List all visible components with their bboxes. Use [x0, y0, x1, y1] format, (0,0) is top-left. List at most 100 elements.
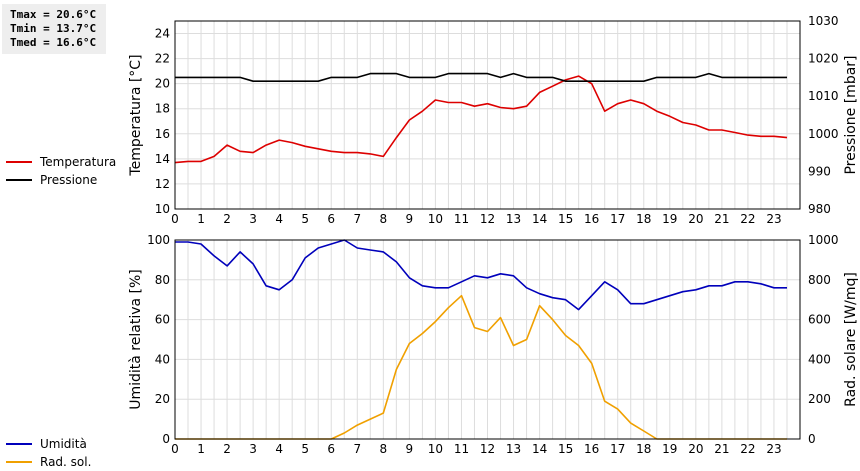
bottom-xtick-22: 22 [740, 442, 755, 456]
top-ytick-18: 18 [155, 102, 170, 116]
top-ytick-10: 10 [155, 202, 170, 216]
top-xtick-8: 8 [380, 212, 388, 226]
top-xtick-0: 0 [171, 212, 179, 226]
top-xtick-13: 13 [506, 212, 521, 226]
bottom-xtick-2: 2 [223, 442, 231, 456]
top-y2tick-1000: 1000 [808, 127, 839, 141]
top-xtick-6: 6 [327, 212, 335, 226]
top-ytick-16: 16 [155, 127, 170, 141]
bottom-xtick-3: 3 [249, 442, 257, 456]
bottom-xtick-16: 16 [584, 442, 599, 456]
bottom-y2tick-200: 200 [808, 392, 831, 406]
bottom-xtick-17: 17 [610, 442, 625, 456]
bottom-xtick-15: 15 [558, 442, 573, 456]
bottom-xtick-13: 13 [506, 442, 521, 456]
bottom-xtick-11: 11 [454, 442, 469, 456]
legend-label-humidity: Umidità [40, 437, 87, 451]
bottom-xtick-21: 21 [714, 442, 729, 456]
top-xtick-11: 11 [454, 212, 469, 226]
top-ytick-20: 20 [155, 77, 170, 91]
top-xtick-4: 4 [275, 212, 283, 226]
bottom-ytick-60: 60 [155, 313, 170, 327]
top-xtick-10: 10 [428, 212, 443, 226]
bottom-xtick-4: 4 [275, 442, 283, 456]
legend-item-temperature: Temperatura [6, 153, 116, 171]
bottom-y2tick-600: 600 [808, 313, 831, 327]
bottom-xtick-6: 6 [327, 442, 335, 456]
tmax-text: Tmax = 20.6°C [10, 8, 97, 21]
legend-swatch-pressure [6, 179, 32, 181]
bottom-y2tick-800: 800 [808, 273, 831, 287]
bottom-series-umidit [175, 239, 787, 311]
top-y2tick-990: 990 [808, 164, 831, 178]
bottom-xtick-5: 5 [301, 442, 309, 456]
bottom-plot-frame [174, 239, 801, 440]
bottom-y2tick-1000: 1000 [808, 233, 839, 247]
legend-swatch-humidity [6, 443, 32, 445]
bottom-ytick-0: 0 [162, 432, 170, 446]
top-xtick-3: 3 [249, 212, 257, 226]
top-xtick-15: 15 [558, 212, 573, 226]
top-xtick-23: 23 [766, 212, 781, 226]
bottom-xtick-8: 8 [380, 442, 388, 456]
top-xtick-18: 18 [636, 212, 651, 226]
legend-label-temperature: Temperatura [40, 155, 117, 169]
top-ytick-12: 12 [155, 177, 170, 191]
stats-box: Tmax = 20.6°C Tmin = 13.7°C Tmed = 16.6°… [2, 4, 106, 54]
top-ytick-22: 22 [155, 52, 170, 66]
bottom-xtick-1: 1 [197, 442, 205, 456]
top-xtick-12: 12 [480, 212, 495, 226]
top-xtick-17: 17 [610, 212, 625, 226]
bottom-xtick-23: 23 [766, 442, 781, 456]
top-y2tick-1020: 1020 [808, 52, 839, 66]
bottom-ylabel: Umidità relativa [%] [128, 269, 144, 410]
bottom-ytick-80: 80 [155, 273, 170, 287]
top-xtick-9: 9 [406, 212, 414, 226]
bottom-y2tick-400: 400 [808, 352, 831, 366]
bottom-xtick-7: 7 [353, 442, 361, 456]
top-series-pressione [175, 72, 787, 82]
legend-item-humidity: Umidità [6, 435, 91, 453]
legend-label-pressure: Pressione [40, 173, 98, 187]
top-xtick-16: 16 [584, 212, 599, 226]
bottom-y2label: Rad. solare [W/mq] [843, 272, 859, 407]
bottom-y2tick-0: 0 [808, 432, 816, 446]
top-ylabel: Temperatura [°C] [128, 54, 144, 176]
top-ytick-14: 14 [155, 152, 170, 166]
charts-svg: 0 1 2 3 4 5 6 7 8 9 10 11 12 13 14 15 16 17 18 19 20 21 22 2310… [128, 14, 859, 456]
legend-item-pressure: Pressione [6, 171, 116, 189]
bottom-xtick-9: 9 [406, 442, 414, 456]
top-xtick-22: 22 [740, 212, 755, 226]
top-ytick-24: 24 [155, 27, 170, 41]
bottom-xtick-18: 18 [636, 442, 651, 456]
top-xtick-1: 1 [197, 212, 205, 226]
bottom-xtick-10: 10 [428, 442, 443, 456]
bottom-xtick-12: 12 [480, 442, 495, 456]
top-xtick-14: 14 [532, 212, 547, 226]
top-xtick-7: 7 [353, 212, 361, 226]
top-xtick-2: 2 [223, 212, 231, 226]
tmin-text: Tmin = 13.7°C [10, 22, 97, 35]
top-xtick-5: 5 [301, 212, 309, 226]
bottom-xtick-20: 20 [688, 442, 703, 456]
bottom-xtick-19: 19 [662, 442, 677, 456]
bottom-ytick-40: 40 [155, 352, 170, 366]
legend-swatch-radiation [6, 461, 32, 463]
top-xtick-19: 19 [662, 212, 677, 226]
top-xtick-21: 21 [714, 212, 729, 226]
legend-top: Temperatura Pressione [6, 153, 116, 189]
bottom-series-rad-sol [175, 294, 787, 440]
bottom-ytick-100: 100 [147, 233, 170, 247]
top-plot-frame [174, 20, 801, 210]
legend-swatch-temperature [6, 161, 32, 163]
top-y2tick-980: 980 [808, 202, 831, 216]
top-y2label: Pressione [mbar] [843, 55, 859, 174]
bottom-xtick-0: 0 [171, 442, 179, 456]
top-y2tick-1010: 1010 [808, 89, 839, 103]
tmed-text: Tmed = 16.6°C [10, 36, 97, 49]
bottom-ytick-20: 20 [155, 392, 170, 406]
top-series-temperatura [174, 75, 788, 164]
top-xtick-20: 20 [688, 212, 703, 226]
top-y2tick-1030: 1030 [808, 14, 839, 28]
bottom-xtick-14: 14 [532, 442, 547, 456]
